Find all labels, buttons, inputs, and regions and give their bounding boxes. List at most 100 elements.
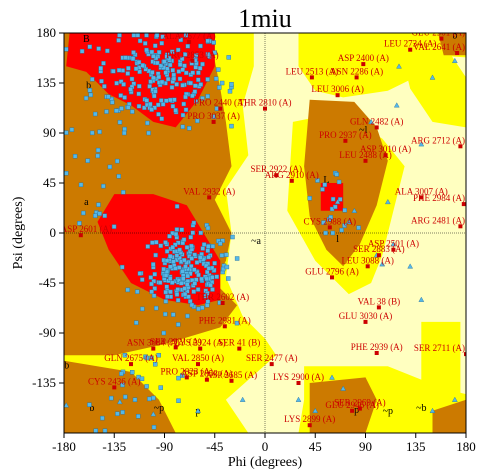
residue-point bbox=[83, 95, 89, 101]
outlier-point bbox=[207, 195, 212, 200]
outlier-label: PRO 3037 (A) bbox=[187, 111, 240, 121]
residue-point bbox=[114, 158, 120, 164]
residue-point bbox=[165, 294, 170, 299]
residue-point bbox=[195, 287, 201, 292]
glycine-point bbox=[64, 402, 70, 408]
residue-point bbox=[160, 34, 165, 39]
residue-point bbox=[170, 104, 176, 109]
region-label: b bbox=[452, 31, 457, 42]
residue-point bbox=[161, 266, 166, 272]
residue-point bbox=[102, 84, 107, 89]
residue-point bbox=[130, 109, 135, 114]
plot-area: BbaA~aL~ll~bbpp~p~bb~p ALA 2677 (A)PRO 2… bbox=[59, 31, 466, 433]
residue-point bbox=[198, 82, 204, 87]
glycine-point bbox=[451, 396, 458, 402]
residue-point bbox=[198, 230, 203, 236]
residue-point bbox=[339, 227, 344, 233]
x-tick-label: -180 bbox=[52, 439, 76, 454]
residue-point bbox=[206, 266, 212, 271]
outlier-label: PRO 2440 (A) bbox=[194, 98, 247, 108]
outlier-label: LYS 2900 (A) bbox=[273, 372, 324, 382]
outlier-label: SER 2969 (A) bbox=[334, 398, 386, 408]
residue-point bbox=[115, 411, 120, 416]
glycine-point bbox=[379, 261, 386, 267]
residue-point bbox=[184, 245, 190, 250]
outlier-point bbox=[296, 381, 301, 385]
residue-point bbox=[168, 289, 173, 295]
residue-point bbox=[96, 202, 101, 207]
residue-point bbox=[205, 52, 211, 57]
residue-point bbox=[176, 398, 181, 403]
residue-point bbox=[229, 123, 234, 129]
outlier-point bbox=[289, 178, 294, 183]
outlier-point bbox=[374, 125, 379, 130]
residue-point bbox=[206, 254, 211, 260]
residue-point bbox=[151, 425, 157, 430]
residue-point bbox=[203, 263, 209, 269]
residue-point bbox=[180, 82, 185, 88]
residue-point bbox=[153, 305, 159, 311]
glycine-point bbox=[368, 118, 374, 125]
residue-point bbox=[97, 129, 102, 135]
residue-point bbox=[189, 302, 195, 308]
residue-point bbox=[153, 89, 158, 94]
residue-point bbox=[131, 33, 137, 38]
residue-point bbox=[145, 244, 151, 249]
residue-point bbox=[174, 292, 180, 297]
region-label: ~b bbox=[59, 361, 69, 372]
residue-point bbox=[151, 395, 156, 401]
y-tick-label: 90 bbox=[43, 125, 56, 140]
residue-point bbox=[323, 230, 328, 236]
residue-point bbox=[163, 289, 168, 295]
residue-point bbox=[114, 80, 119, 86]
residue-point bbox=[107, 164, 113, 170]
core-left-handed bbox=[320, 183, 344, 211]
outlier-label: PHE 2984 (A) bbox=[413, 193, 465, 203]
residue-point bbox=[155, 102, 161, 108]
residue-point bbox=[307, 195, 312, 201]
residue-point bbox=[174, 253, 180, 258]
outlier-point bbox=[269, 362, 274, 367]
allowed-corner-top-right bbox=[438, 33, 466, 56]
residue-point bbox=[170, 68, 176, 73]
outlier-point bbox=[327, 225, 332, 230]
outlier-point bbox=[357, 406, 362, 411]
residue-point bbox=[150, 70, 155, 75]
residue-point bbox=[155, 60, 160, 66]
outlier-point bbox=[419, 195, 424, 200]
residue-point bbox=[177, 247, 182, 253]
residue-point bbox=[185, 282, 190, 287]
residue-point bbox=[153, 240, 159, 245]
outlier-label: CYS 2988 (A) bbox=[304, 216, 357, 226]
residue-point bbox=[173, 107, 178, 113]
residue-point bbox=[226, 55, 232, 60]
outlier-label: LEU 2488 (A) bbox=[339, 150, 392, 160]
residue-point bbox=[161, 330, 167, 336]
residue-point bbox=[150, 240, 155, 245]
residue-point bbox=[96, 46, 101, 51]
residue-point bbox=[175, 322, 181, 327]
outlier-label: GLU 2796 (A) bbox=[305, 266, 359, 276]
residue-point bbox=[320, 187, 325, 192]
residue-point bbox=[102, 213, 107, 218]
y-axis-label: Psi (degrees) bbox=[11, 196, 26, 269]
x-tick-label: -45 bbox=[206, 439, 223, 454]
residue-point bbox=[168, 97, 173, 103]
residue-point bbox=[64, 47, 69, 52]
residue-point bbox=[145, 120, 150, 126]
outlier-point bbox=[335, 93, 340, 98]
residue-point bbox=[172, 97, 177, 103]
residue-point bbox=[204, 303, 210, 308]
outlier-point bbox=[376, 253, 381, 258]
residue-point bbox=[137, 69, 142, 75]
chart-title: 1miu bbox=[238, 4, 291, 33]
residue-point bbox=[146, 130, 151, 136]
residue-point bbox=[205, 38, 211, 44]
residue-point bbox=[190, 70, 195, 76]
outlier-label: SER 2921 (A) bbox=[150, 336, 202, 346]
outlier-point bbox=[354, 75, 359, 80]
residue-point bbox=[336, 179, 342, 185]
residue-point bbox=[79, 49, 85, 54]
residue-point bbox=[95, 147, 101, 153]
y-tick-label: 135 bbox=[37, 75, 57, 90]
